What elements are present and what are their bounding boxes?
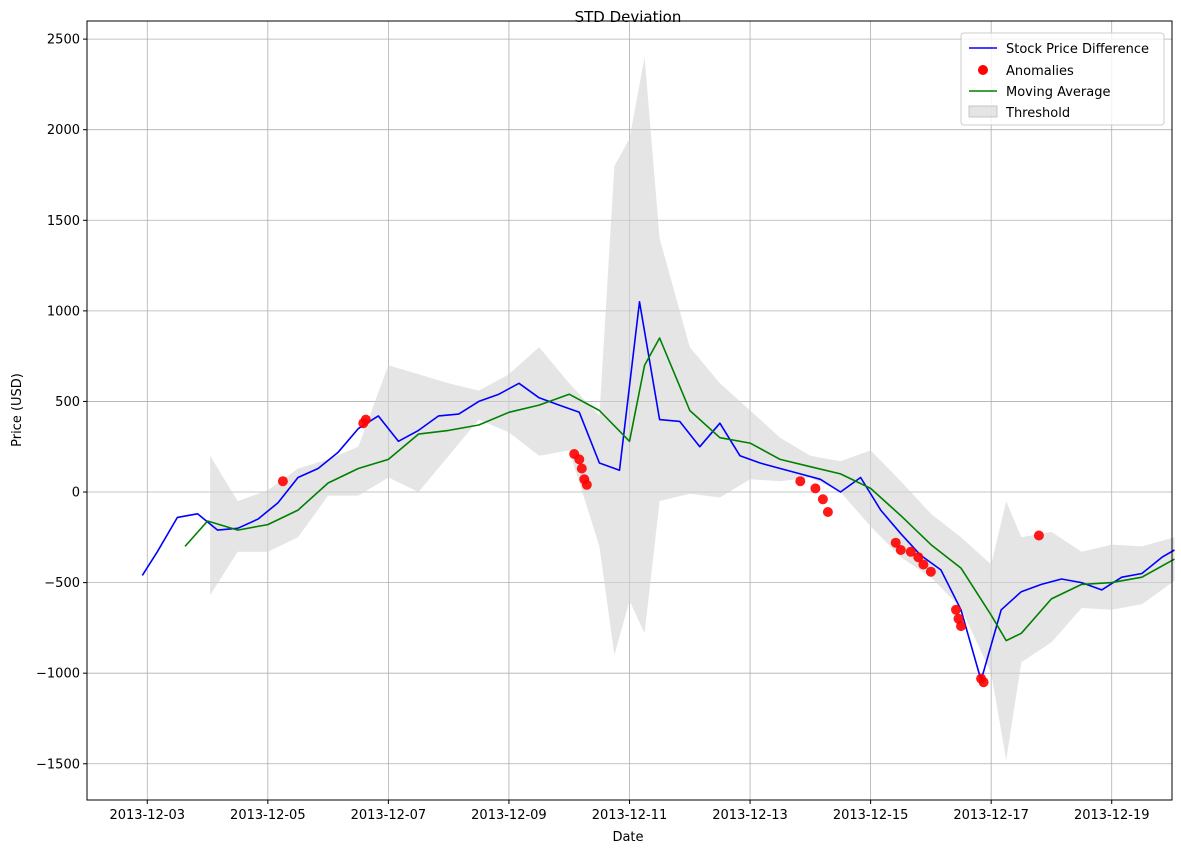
y-tick-label: 1500 [47, 214, 80, 229]
anomaly-point [810, 483, 821, 494]
legend-marker-anomalies [978, 65, 988, 75]
y-tick-label: 0 [72, 486, 80, 501]
anomaly-point [574, 454, 585, 465]
anomaly-points [277, 414, 1044, 688]
y-axis-ticks: 2500 2000 1500 1000 500 0 −500 −1000 −1500 [36, 33, 87, 772]
legend-box [960, 32, 1165, 126]
anomaly-point [978, 677, 989, 688]
legend-patch-threshold [968, 105, 998, 118]
x-axis-ticks: 2013-12-03 2013-12-05 2013-12-07 2013-12-09… [109, 800, 1150, 823]
threshold-area [210, 57, 1175, 761]
x-tick-label: 2013-12-13 [712, 808, 788, 823]
series-lines [141, 300, 1175, 682]
anomaly-point [890, 537, 901, 548]
anomaly-point [951, 604, 961, 615]
x-tick-label: 2013-12-15 [833, 808, 909, 823]
y-tick-label: 2500 [47, 33, 80, 48]
threshold-band [210, 57, 1175, 761]
moving-average-line [184, 337, 1175, 642]
anomaly-point [913, 552, 924, 563]
y-tick-label: −500 [44, 576, 80, 591]
x-tick-label: 2013-12-07 [351, 808, 427, 823]
legend-label-anomalies: Anomalies [1006, 64, 1074, 79]
x-tick-label: 2013-12-19 [1074, 808, 1150, 823]
x-tick-label: 2013-12-11 [592, 808, 668, 823]
x-axis-label: Date [612, 830, 643, 845]
anomaly-point [895, 545, 906, 555]
chart-title: STD Deviation [575, 8, 682, 26]
anomaly-point [360, 414, 371, 425]
price-line [141, 300, 1175, 682]
x-tick-label: 2013-12-03 [109, 808, 185, 823]
anomaly-point [795, 476, 806, 487]
anomaly-point [956, 621, 966, 632]
anomaly-point [925, 566, 936, 577]
y-tick-label: 1000 [47, 304, 80, 319]
x-tick-label: 2013-12-17 [953, 808, 1029, 823]
anomaly-point [576, 463, 587, 474]
x-tick-label: 2013-12-09 [471, 808, 547, 823]
y-tick-label: 500 [55, 395, 80, 410]
y-tick-label: −1500 [36, 757, 80, 772]
y-tick-label: −1000 [36, 667, 80, 682]
anomaly-point [1033, 530, 1044, 541]
legend-label-threshold: Threshold [1005, 106, 1070, 121]
legend-label-price: Stock Price Difference [1006, 42, 1149, 57]
anomaly-point [581, 479, 592, 490]
anomaly-point [817, 494, 828, 505]
anomaly-point [905, 546, 916, 557]
anomaly-point [918, 559, 929, 570]
legend-label-moving-average: Moving Average [1006, 85, 1110, 100]
x-tick-label: 2013-12-05 [230, 808, 306, 823]
y-tick-label: 2000 [47, 123, 80, 138]
anomaly-point [277, 476, 288, 487]
legend: Stock Price Difference Anomalies Moving … [960, 32, 1165, 126]
anomaly-point [822, 507, 833, 517]
y-axis-label: Price (USD) [10, 373, 25, 447]
